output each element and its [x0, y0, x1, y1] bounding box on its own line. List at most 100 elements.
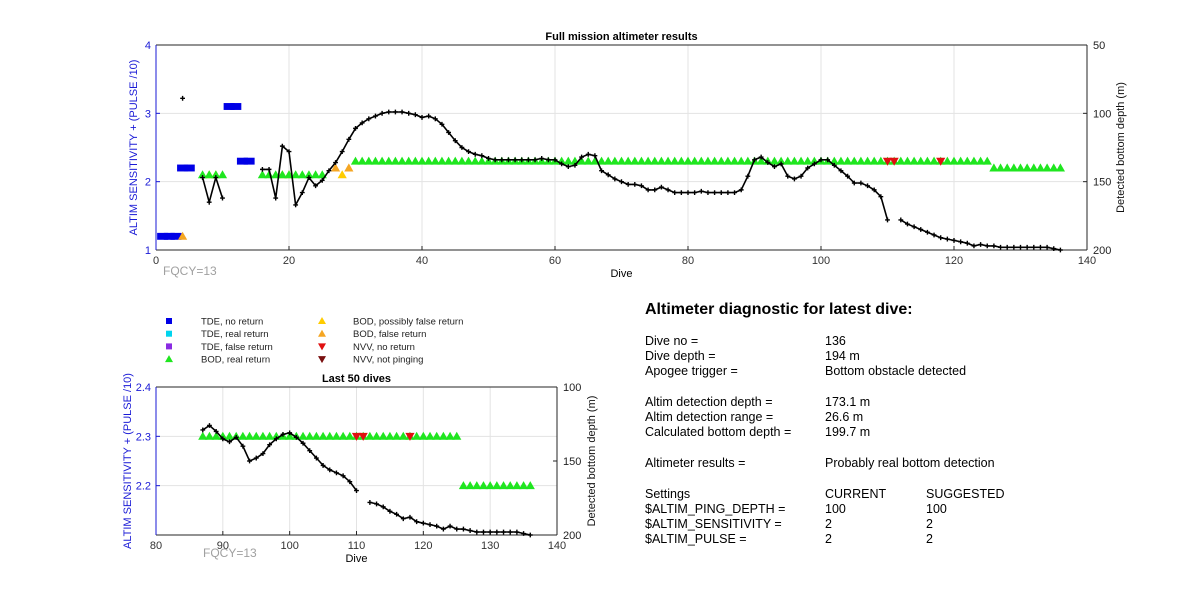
bottom-depth-point — [958, 239, 964, 245]
bottom-depth-point — [718, 190, 724, 195]
bod-real-return-marker — [258, 431, 268, 440]
bod-real-return-marker — [929, 156, 939, 165]
bottom-depth-point — [314, 455, 319, 461]
bottom-depth-point — [512, 157, 518, 163]
legend-label: NVV, no return — [353, 342, 415, 353]
dive-no-label: Dive no = — [645, 334, 699, 348]
bottom-depth-point — [207, 423, 212, 428]
x-tick-label: 40 — [416, 255, 428, 267]
bottom-depth-point — [374, 501, 379, 507]
x-tick-label: 60 — [549, 255, 561, 267]
data-marker — [882, 157, 893, 166]
bod-real-return-marker — [518, 481, 529, 490]
bottom-depth-point — [944, 236, 950, 242]
bod-real-return-marker — [311, 431, 321, 440]
x-tick-label: 140 — [1078, 255, 1096, 267]
bottom-depth-point — [260, 451, 266, 456]
diagnostic-title: Altimeter diagnostic for latest dive: — [645, 301, 913, 318]
bottom-depth-point — [1031, 244, 1037, 250]
bod-real-return-marker — [902, 156, 913, 165]
bottom-depth-point — [467, 528, 473, 533]
bod-real-return-marker — [982, 156, 992, 165]
bod-real-return-marker — [876, 156, 886, 165]
setting-name: $ALTIM_PING_DEPTH = — [645, 502, 786, 516]
bod-real-return-marker — [371, 431, 382, 440]
bottom-depth-point — [798, 173, 804, 179]
bottom-depth-point — [319, 177, 325, 183]
bod-real-return-marker — [390, 156, 400, 165]
bod-real-return-marker — [297, 170, 307, 179]
bottom-depth-point — [380, 504, 386, 510]
bottom-depth-point — [1051, 246, 1057, 252]
bottom-depth-point — [527, 532, 533, 538]
x-tick-label: 130 — [481, 540, 499, 552]
bottom-depth-point — [878, 194, 884, 200]
y-tick-label-right: 50 — [1093, 40, 1105, 52]
bod-real-return-marker — [525, 481, 535, 490]
bottom-depth-point — [758, 154, 764, 160]
bottom-depth-point — [486, 156, 491, 161]
bod-real-return-marker — [743, 156, 753, 165]
bod-real-return-marker — [204, 431, 215, 440]
bottom-depth-point — [1038, 244, 1043, 250]
legend-label: BOD, false return — [353, 329, 426, 340]
data-marker — [163, 232, 175, 240]
legend-marker — [318, 329, 326, 337]
bod-real-return-marker — [492, 481, 502, 490]
x-tick-label: 100 — [812, 255, 830, 267]
legend-marker — [318, 356, 326, 364]
bod-real-return-marker — [583, 156, 593, 165]
bottom-depth-point — [911, 224, 917, 230]
bottom-depth-point — [359, 120, 365, 126]
bottom-depth-point — [585, 151, 591, 157]
bottom-depth-point — [293, 202, 299, 208]
bod-real-return-marker — [803, 156, 813, 165]
bod-real-return-marker — [277, 170, 287, 179]
bod-real-return-marker — [1002, 163, 1012, 172]
bottom-depth-point — [306, 175, 312, 180]
legend-marker — [318, 317, 326, 324]
bod-real-return-marker — [736, 156, 746, 165]
y-axis-label-right: Detected bottom depth (m) — [586, 396, 598, 527]
bottom-depth-point — [307, 448, 313, 454]
bottom-depth-point — [206, 199, 212, 205]
bod-real-return-marker — [650, 156, 660, 165]
bottom-depth-point — [367, 500, 373, 505]
bottom-depth-point — [931, 232, 937, 238]
bottom-depth-point — [452, 138, 458, 144]
series-layer — [198, 423, 535, 538]
bod-real-return-marker — [437, 156, 447, 165]
bod-real-return-marker — [304, 170, 314, 179]
bottom-depth-point — [240, 443, 246, 449]
bottom-depth-point — [619, 179, 624, 185]
bottom-depth-point — [213, 175, 219, 180]
bottom-depth-point — [705, 190, 711, 195]
bottom-depth-point — [818, 157, 824, 163]
data-marker — [243, 157, 255, 165]
bottom-depth-point — [260, 166, 265, 172]
y-tick-label-right: 100 — [563, 382, 581, 394]
bod-real-return-marker — [1009, 163, 1019, 172]
data-marker — [889, 157, 899, 166]
bottom-depth-point — [446, 130, 451, 135]
bod-real-return-marker — [218, 431, 228, 440]
bottom-depth-point — [772, 164, 777, 170]
bod-real-return-marker — [916, 156, 926, 165]
altimeter-results-label: Altimeter results = — [645, 456, 746, 470]
bottom-depth-point — [427, 522, 433, 528]
bod-real-return-marker — [472, 481, 482, 490]
calculated-depth-label: Calculated bottom depth = — [645, 425, 792, 439]
bottom-depth-point — [672, 190, 678, 195]
bottom-depth-point — [752, 157, 757, 163]
x-tick-label: 120 — [414, 540, 432, 552]
bod-real-return-marker — [370, 156, 381, 165]
x-tick-label: 100 — [280, 540, 298, 552]
bottom-depth-point — [299, 190, 305, 195]
bottom-depth-point — [420, 520, 426, 526]
bod-real-return-marker — [962, 156, 972, 165]
bottom-depth-point — [492, 157, 498, 163]
bottom-depth-point — [220, 436, 226, 442]
setting-current: 2 — [825, 517, 832, 531]
bottom-depth-point — [479, 153, 485, 159]
x-tick-label: 110 — [348, 540, 366, 552]
